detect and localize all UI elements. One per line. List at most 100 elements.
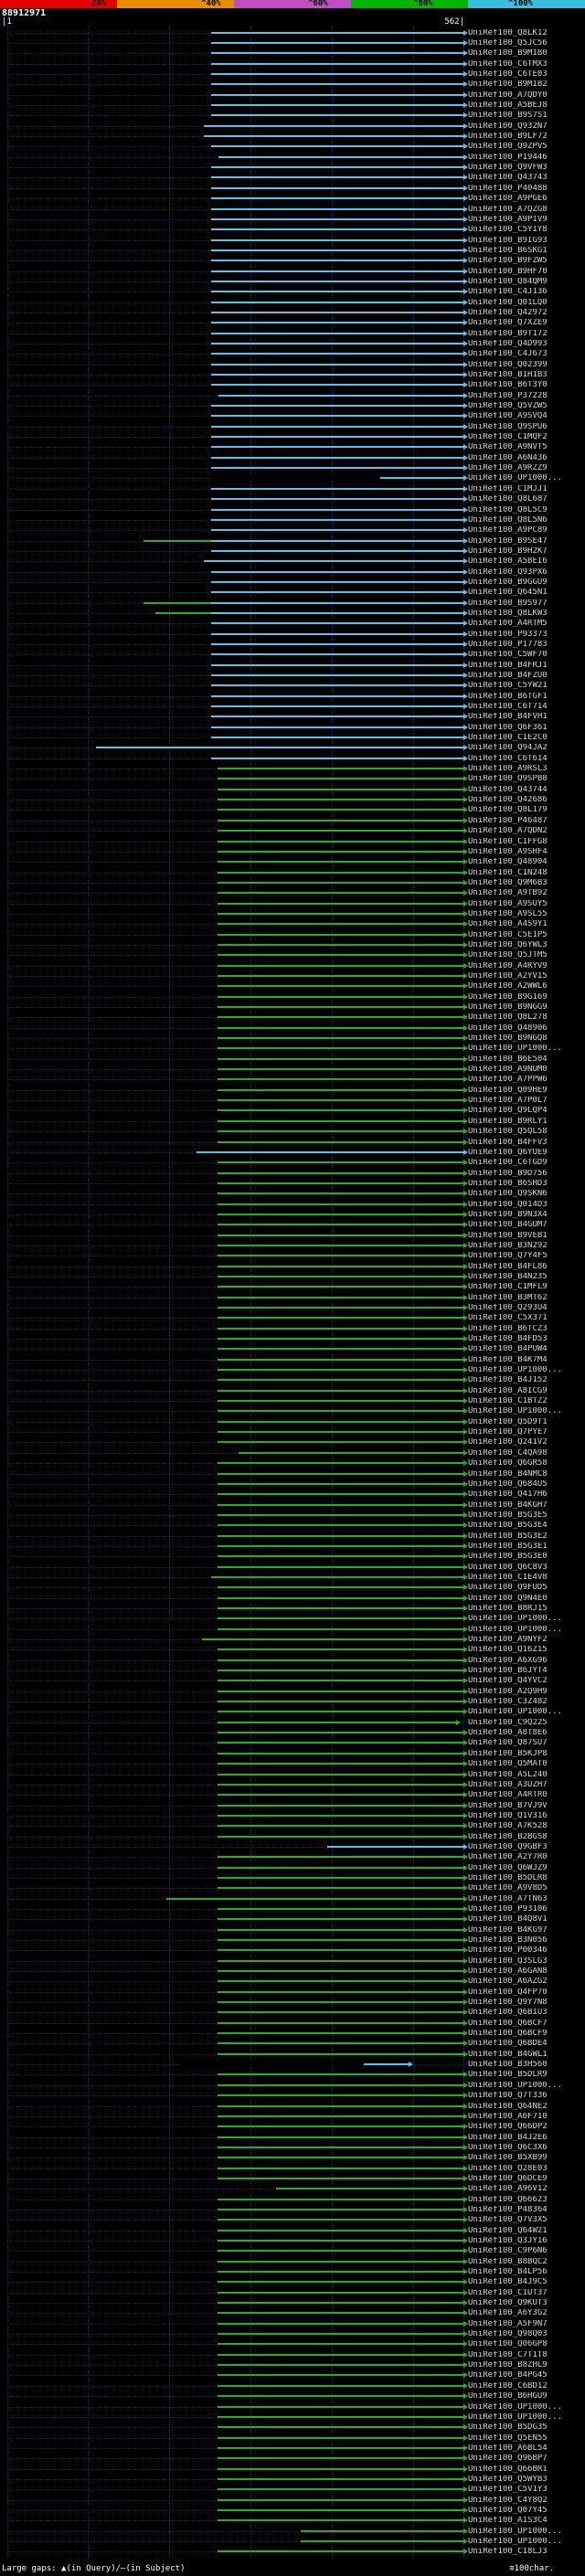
alignment-bar[interactable] xyxy=(218,2032,463,2035)
hit-label[interactable]: UniRef100_A2YV15 xyxy=(468,972,548,981)
alignment-bar[interactable] xyxy=(211,529,463,532)
hit-label[interactable]: UniRef100_Q07Y45 xyxy=(468,2506,548,2515)
alignment-bar[interactable] xyxy=(218,2364,463,2367)
alignment-bar[interactable] xyxy=(218,964,463,967)
alignment-bar[interactable] xyxy=(218,1482,463,1485)
hit-label[interactable]: UniRef100_B9G169 xyxy=(468,992,548,1002)
alignment-bar[interactable] xyxy=(218,1773,463,1776)
hit-label[interactable]: UniRef100_P19446 xyxy=(468,153,548,162)
alignment-bar[interactable] xyxy=(218,1742,463,1744)
alignment-bar[interactable] xyxy=(211,73,463,76)
hit-label[interactable]: UniRef100_B4FRJ1 xyxy=(468,661,548,670)
hit-label[interactable]: UniRef100_Q66DP2 xyxy=(468,2123,548,2132)
alignment-bar[interactable] xyxy=(211,62,463,65)
hit-label[interactable]: UniRef100_A6GAN8 xyxy=(468,1967,548,1977)
hit-label[interactable]: UniRef100_B9N3X4 xyxy=(468,1210,548,1219)
alignment-bar[interactable] xyxy=(211,291,463,293)
alignment-bar[interactable] xyxy=(218,2353,463,2356)
alignment-bar[interactable] xyxy=(218,2083,463,2086)
alignment-bar[interactable] xyxy=(218,1016,463,1019)
alignment-bar[interactable] xyxy=(218,2395,463,2398)
hit-label[interactable]: UniRef100_A9PIV9 xyxy=(468,215,548,224)
hit-label[interactable]: UniRef100_Q5D9T1 xyxy=(468,1417,548,1426)
hit-label[interactable]: UniRef100_C1UT37 xyxy=(468,2288,548,2297)
hit-label[interactable]: UniRef100_C5YW21 xyxy=(468,682,548,691)
hit-label[interactable]: UniRef100_Q7Y4F5 xyxy=(468,1252,548,1261)
hit-label[interactable]: UniRef100_B9MIB0 xyxy=(468,49,548,58)
alignment-bar[interactable] xyxy=(218,861,463,864)
hit-label[interactable]: UniRef100_Q28E03 xyxy=(468,2164,548,2173)
alignment-bar[interactable] xyxy=(218,1814,463,1817)
hit-label[interactable]: UniRef100_B9FZW5 xyxy=(468,257,548,266)
hit-label[interactable]: UniRef100_Q8LKW3 xyxy=(468,609,548,618)
alignment-bar[interactable] xyxy=(218,155,463,158)
alignment-bar[interactable] xyxy=(218,1617,463,1620)
hit-label[interactable]: UniRef100_Q9LQP4 xyxy=(468,1107,548,1116)
hit-label[interactable]: UniRef100_P48364 xyxy=(468,2205,548,2214)
alignment-bar[interactable] xyxy=(211,580,463,583)
alignment-bar[interactable] xyxy=(218,1307,463,1309)
hit-label[interactable]: UniRef100_A4S9Y1 xyxy=(468,920,548,929)
hit-label[interactable]: UniRef100_Q42972 xyxy=(468,308,548,317)
hit-label[interactable]: UniRef100_B9GGU9 xyxy=(468,578,548,587)
alignment-bar[interactable] xyxy=(218,1565,463,1568)
alignment-bar[interactable] xyxy=(218,1804,463,1807)
alignment-bar[interactable] xyxy=(211,93,463,96)
alignment-bar[interactable] xyxy=(218,2052,463,2055)
hit-label[interactable]: UniRef100_B4GUM7 xyxy=(468,1221,548,1230)
alignment-bar[interactable] xyxy=(211,684,463,687)
alignment-bar[interactable] xyxy=(154,611,212,614)
hit-label[interactable]: UniRef100_Q6WJZ9 xyxy=(468,1863,548,1872)
hit-label[interactable]: UniRef100_B9H2K7 xyxy=(468,546,548,556)
hit-label[interactable]: UniRef100_P17783 xyxy=(468,640,548,649)
alignment-bar[interactable] xyxy=(218,2312,463,2315)
alignment-bar[interactable] xyxy=(211,674,463,677)
alignment-bar[interactable] xyxy=(218,2467,463,2470)
alignment-bar[interactable] xyxy=(218,871,463,874)
alignment-bar[interactable] xyxy=(211,311,463,313)
alignment-bar[interactable] xyxy=(211,31,463,34)
hit-label[interactable]: UniRef100_Q9M6B3 xyxy=(468,878,548,887)
alignment-bar[interactable] xyxy=(143,601,212,604)
hit-label[interactable]: UniRef100_B4K7M4 xyxy=(468,1355,548,1364)
alignment-bar[interactable] xyxy=(204,135,463,138)
hit-label[interactable]: UniRef100_Q48904 xyxy=(468,858,548,867)
hit-label[interactable]: UniRef100_A8T8E6 xyxy=(468,1729,548,1738)
hit-label[interactable]: UniRef100_B5DLR9 xyxy=(468,2071,548,2080)
hit-label[interactable]: UniRef100_Q6YUE9 xyxy=(468,1148,548,1157)
hit-label[interactable]: UniRef100_A7QDN2 xyxy=(468,827,548,836)
hit-label[interactable]: UniRef100_A6XG96 xyxy=(468,1656,548,1665)
hit-label[interactable]: UniRef100_Q9ZPV5 xyxy=(468,143,548,152)
alignment-bar[interactable] xyxy=(218,1586,463,1589)
alignment-bar[interactable] xyxy=(211,694,463,697)
hit-label[interactable]: UniRef100_C4J673 xyxy=(468,350,548,359)
alignment-bar[interactable] xyxy=(218,923,463,926)
alignment-bar[interactable] xyxy=(218,2302,463,2305)
alignment-bar[interactable] xyxy=(201,1638,463,1641)
alignment-bar[interactable] xyxy=(218,1296,463,1299)
hit-label[interactable]: UniRef100_C18LJ3 xyxy=(468,2548,548,2557)
hit-label[interactable]: UniRef100_B5KJP8 xyxy=(468,1749,548,1758)
hit-label[interactable]: UniRef100_A9V8D5 xyxy=(468,1884,548,1893)
alignment-bar[interactable] xyxy=(218,1970,463,1973)
alignment-bar[interactable] xyxy=(211,384,463,387)
hit-label[interactable]: UniRef100_Q9Y7N8 xyxy=(468,1998,548,2008)
hit-label[interactable]: UniRef100_B9MIB2 xyxy=(468,80,548,90)
alignment-bar[interactable] xyxy=(218,1161,463,1164)
hit-label[interactable]: UniRef100_A2Q9H9 xyxy=(468,1687,548,1696)
hit-label[interactable]: UniRef100_B4N235 xyxy=(468,1272,548,1281)
alignment-bar[interactable] xyxy=(218,799,463,801)
hit-label[interactable]: UniRef100_B2BGS8 xyxy=(468,1832,548,1841)
alignment-bar[interactable] xyxy=(218,1119,463,1122)
hit-label[interactable]: UniRef100_B6JYT4 xyxy=(468,1667,548,1676)
hit-label[interactable]: UniRef100_Q014D3 xyxy=(468,1200,548,1209)
alignment-bar[interactable] xyxy=(218,1462,463,1465)
hit-label[interactable]: UniRef100_A9SHF4 xyxy=(468,847,548,856)
alignment-bar[interactable] xyxy=(218,1783,463,1786)
alignment-bar[interactable] xyxy=(218,1369,463,1372)
alignment-bar[interactable] xyxy=(218,2281,463,2284)
alignment-bar[interactable] xyxy=(218,1338,463,1341)
alignment-bar[interactable] xyxy=(218,1006,463,1009)
hit-label[interactable]: UniRef100_Q42686 xyxy=(468,796,548,805)
hit-label[interactable]: UniRef100_A4RTM5 xyxy=(468,620,548,629)
